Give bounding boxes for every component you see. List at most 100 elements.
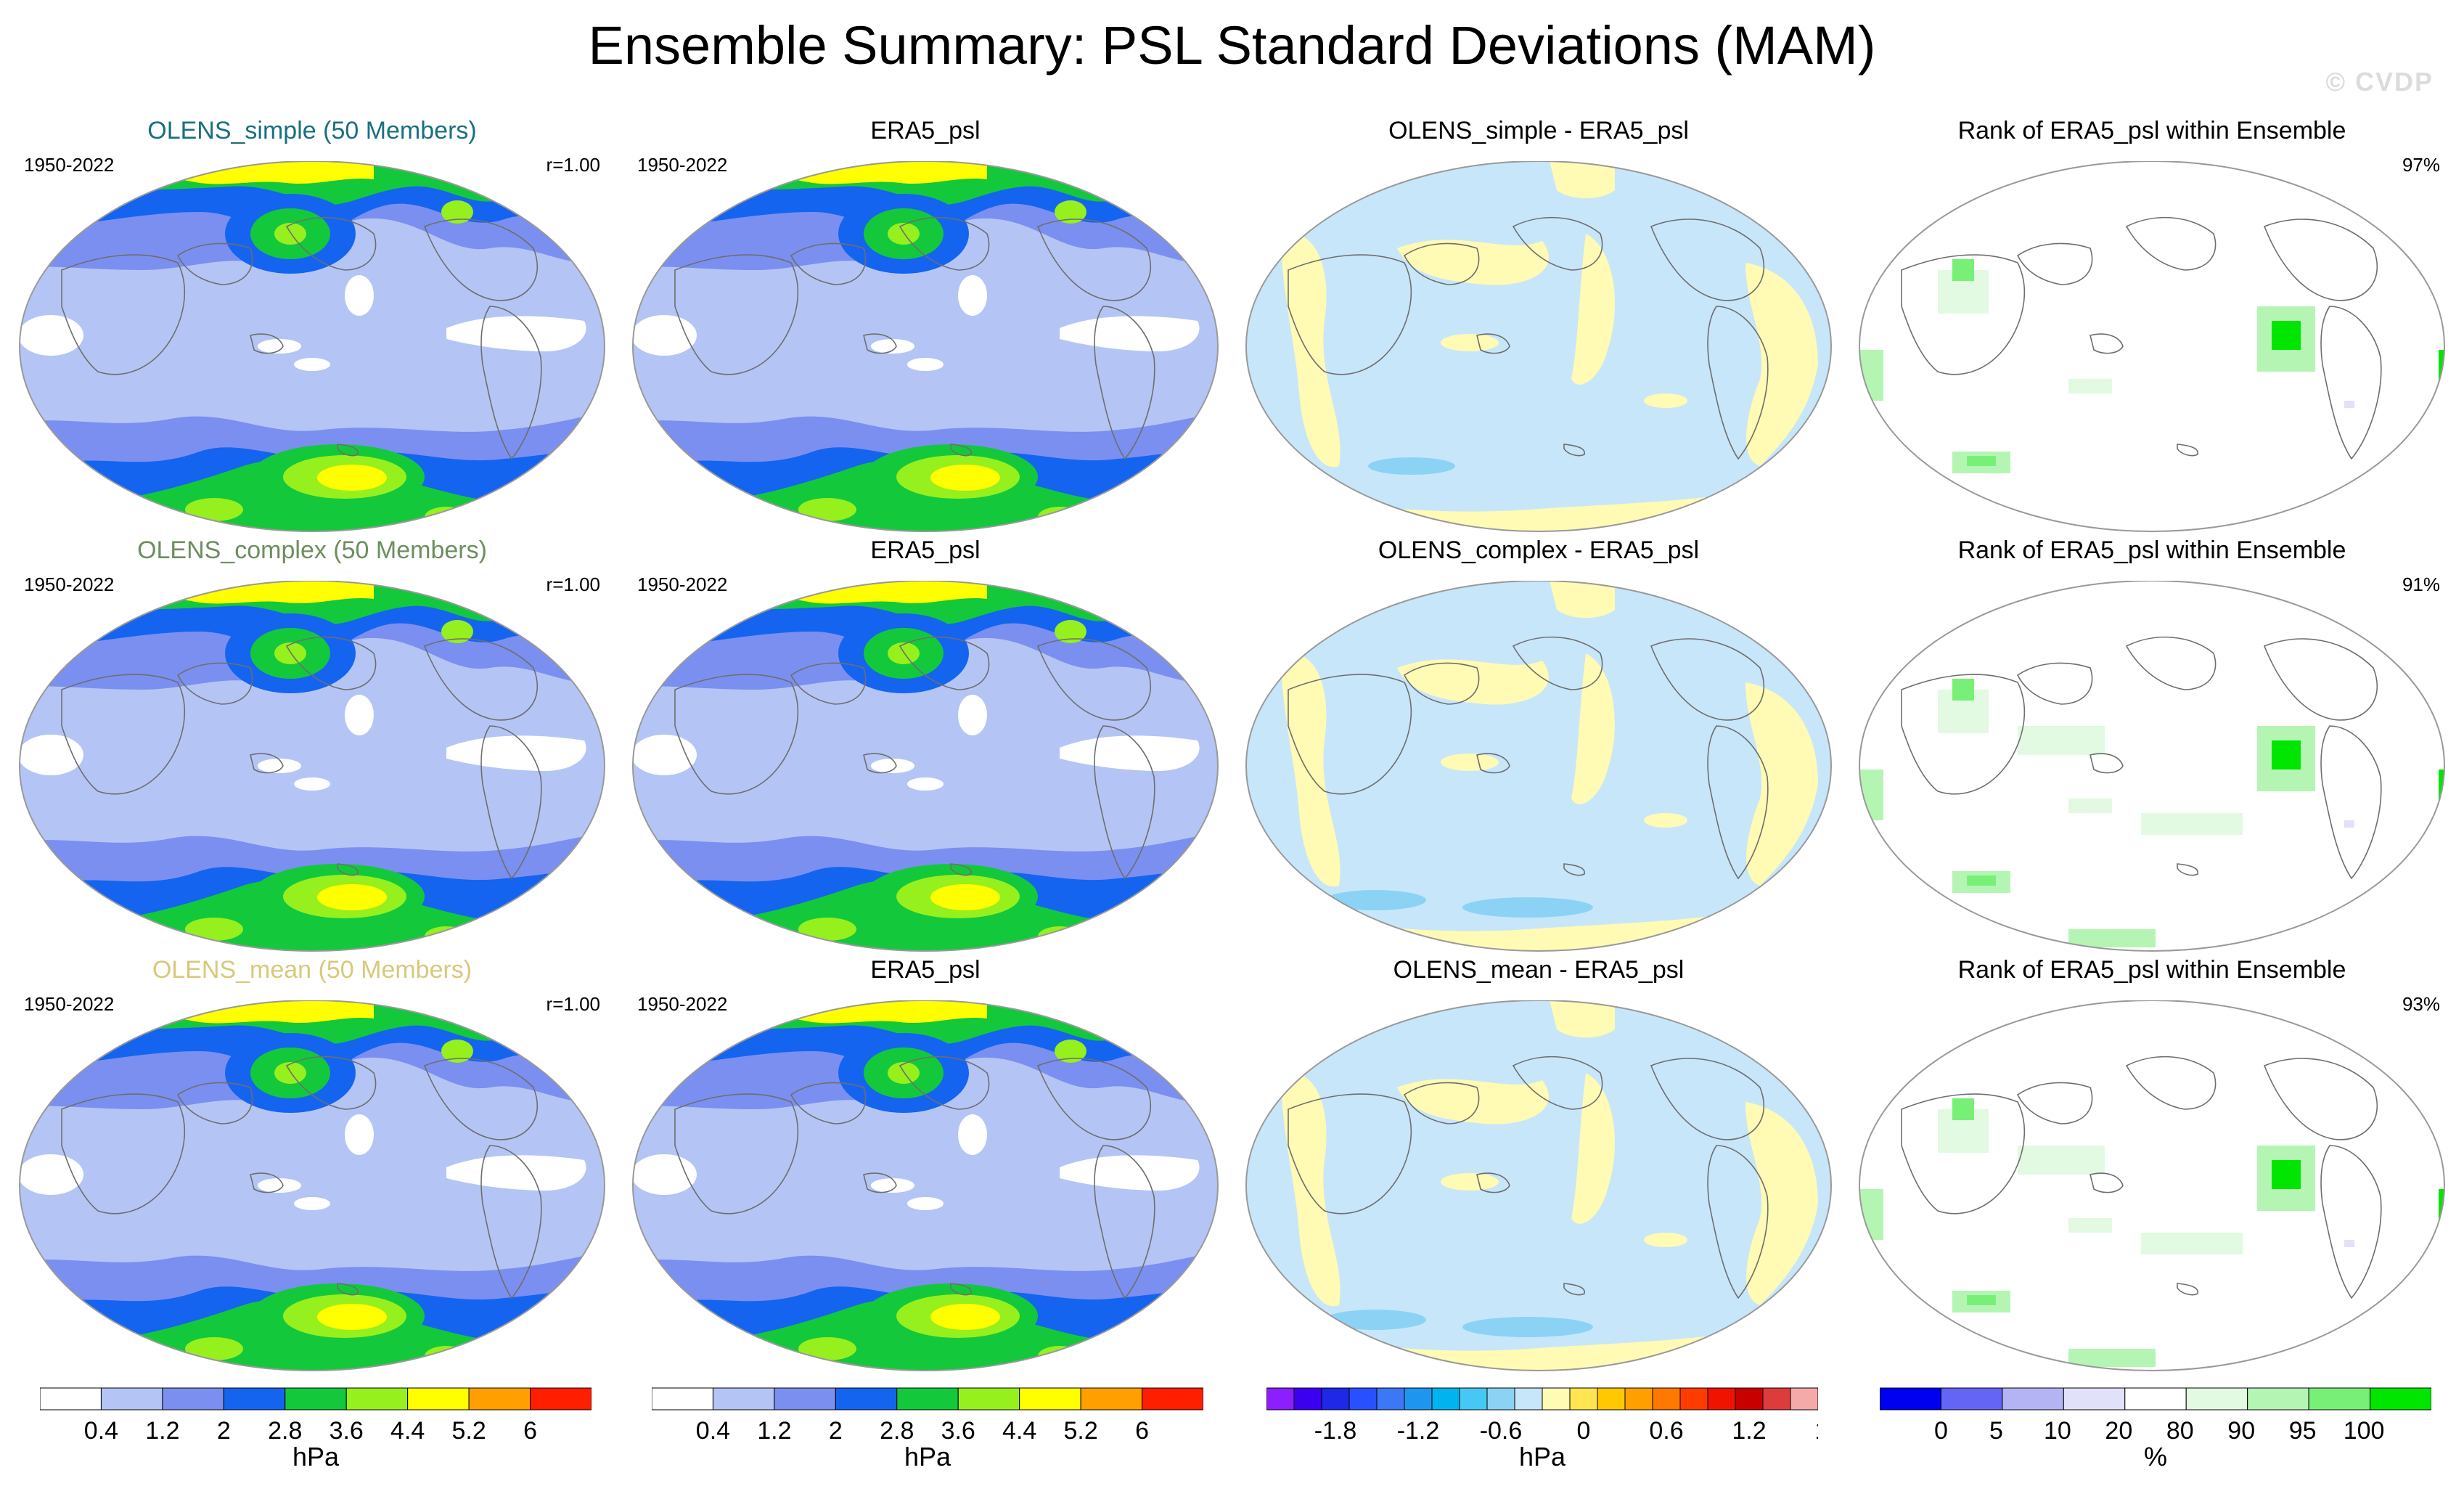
colorbar-tick-label: 3.6 [941,1417,975,1445]
colorbar-swatch [1735,1387,1764,1411]
period-label: 1950-2022 [637,993,728,1015]
colorbar-tick-label: 95 [2289,1417,2317,1445]
colorbar-swatch [100,1387,163,1411]
stddev-colorbar-model-unit: hPa [292,1442,340,1471]
colorbar-swatch [1293,1387,1322,1411]
globe-map [632,581,1219,952]
globe-map [19,1000,605,1371]
colorbar-swatch [1431,1387,1460,1411]
colorbar-swatch [2370,1387,2431,1411]
colorbar-tick-label: 4.4 [1002,1417,1036,1445]
colorbar-swatch [1080,1387,1143,1411]
colorbar-swatch [345,1387,409,1411]
stddev-colorbar-obs: 0.4 1.2 2 2.8 3.6 4.4 5.2 6 hPa [652,1387,1203,1481]
globe-map [1859,161,2445,532]
colorbar-tick-label: 4.4 [390,1417,425,1445]
cvdp-watermark: © CVDP [2325,67,2434,97]
period-label: 1950-2022 [24,573,115,595]
colorbar-swatch [223,1387,286,1411]
period-label: 1950-2022 [24,993,115,1015]
panel-title: Rank of ERA5_psl within Ensemble [1957,956,2346,984]
period-label: 1950-2022 [24,154,115,176]
colorbar-swatch [530,1387,592,1411]
colorbar-swatch [2124,1387,2187,1411]
difference-panel-row3: OLENS_mean - ERA5_psl [1237,955,1840,1376]
colorbar-tick-label: 10 [2044,1417,2071,1445]
colorbar-swatch [1569,1387,1598,1411]
colorbar-tick-label: 20 [2105,1417,2132,1445]
pattern-correlation: r=1.00 [546,573,600,595]
panel-title: Rank of ERA5_psl within Ensemble [1957,536,2346,564]
colorbar-tick-label: 80 [2166,1417,2194,1445]
colorbar-tick-label: 2.8 [268,1417,302,1445]
panel-title: ERA5_psl [870,956,981,984]
colorbar-swatch [835,1387,898,1411]
colorbar-tick-label: 0.6 [1649,1417,1683,1445]
colorbar-swatch [1762,1387,1791,1411]
colorbar-swatch [774,1387,836,1411]
colorbar-swatch [1019,1387,1081,1411]
panel-title: OLENS_simple - ERA5_psl [1388,117,1689,144]
globe-map [632,161,1219,532]
colorbar-swatch [162,1387,224,1411]
colorbar-swatch [2308,1387,2371,1411]
difference-panel-row2: OLENS_complex - ERA5_psl [1237,536,1840,957]
globe-map [1859,581,2445,952]
colorbar-swatch [1542,1387,1571,1411]
colorbar-tick-label: 0.4 [84,1417,118,1445]
colorbar-swatch [1486,1387,1515,1411]
panel-title: OLENS_complex - ERA5_psl [1378,536,1700,564]
colorbar-swatch [712,1387,775,1411]
colorbar-tick-label: 1.8 [1814,1417,1818,1445]
colorbar-swatch [1404,1387,1433,1411]
colorbar-swatch [1459,1387,1488,1411]
difference-colorbar: -1.8 -1.2 -0.6 0 0.6 1.2 1.8 hPa [1266,1387,1818,1481]
pattern-correlation: r=1.00 [546,993,600,1015]
globe-map [1859,1000,2445,1371]
rank-panel-row1: Rank of ERA5_psl within Ensemble 97% [1851,116,2453,537]
colorbar-tick-label: 0 [1934,1417,1948,1445]
colorbar-swatch [1266,1387,1295,1411]
colorbar-tick-label: -1.8 [1314,1417,1357,1445]
panel-title: OLENS_mean (50 Members) [152,956,472,984]
model-std-panel-row3: OLENS_mean (50 Members) 1950-2022 r=1.00 [11,955,613,1376]
panel-title: OLENS_complex (50 Members) [137,536,487,564]
rank-panel-row2: Rank of ERA5_psl within Ensemble 91% [1851,536,2453,957]
globe-map [19,161,605,532]
colorbar-swatch [2247,1387,2309,1411]
colorbar-tick-label: 1.2 [1732,1417,1766,1445]
difference-panel-row1: OLENS_simple - ERA5_psl [1237,116,1840,537]
colorbar-swatch [2063,1387,2126,1411]
colorbar-tick-label: 1.2 [145,1417,179,1445]
colorbar-swatch [1940,1387,2003,1411]
colorbar-swatch [896,1387,959,1411]
colorbar-swatch [1514,1387,1543,1411]
globe-map [1245,161,1832,532]
colorbar-swatch [1348,1387,1378,1411]
panel-title: Rank of ERA5_psl within Ensemble [1957,117,2346,144]
rank-percent: 91% [2402,573,2440,595]
rank-percent: 97% [2402,154,2440,176]
colorbar-swatch [1376,1387,1405,1411]
difference-colorbar-unit: hPa [1518,1442,1566,1471]
colorbar-tick-label: 2 [829,1417,843,1445]
obs-std-panel-row3: ERA5_psl 1950-2022 [624,955,1227,1376]
rank-colorbar: 0 5 10 20 80 90 95 100 % [1880,1387,2431,1481]
colorbar-swatch [1142,1387,1203,1411]
stddev-colorbar-model: 0.4 1.2 2 2.8 3.6 4.4 5.2 6 hPa [40,1387,592,1481]
panel-title: ERA5_psl [870,117,981,144]
colorbar-tick-label: 100 [2344,1417,2385,1445]
globe-map [1245,1000,1832,1371]
colorbar-tick-label: 1.2 [757,1417,791,1445]
colorbar-tick-label: 2.8 [880,1417,914,1445]
colorbar-tick-label: -1.2 [1397,1417,1440,1445]
colorbar-swatch [2185,1387,2248,1411]
colorbar-swatch [2002,1387,2064,1411]
period-label: 1950-2022 [637,573,728,595]
colorbar-swatch [1652,1387,1681,1411]
colorbar-swatch [1597,1387,1626,1411]
colorbar-tick-label: 2 [217,1417,231,1445]
difference-colorbar-svg: -1.8 -1.2 -0.6 0 0.6 1.2 1.8 [1266,1387,1818,1445]
obs-std-panel-row2: ERA5_psl 1950-2022 [624,536,1227,957]
colorbar-swatch [957,1387,1020,1411]
